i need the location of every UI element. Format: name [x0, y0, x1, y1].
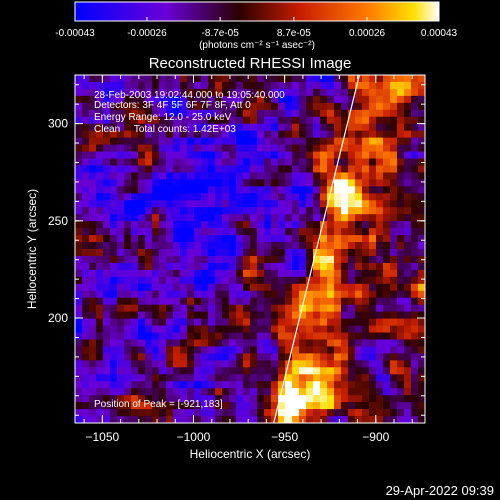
colorbar-unit-label: (photons cm⁻² s⁻¹ asec⁻²) — [199, 40, 315, 51]
y-tick-label: 300 — [48, 117, 68, 131]
colorbar-tick-label: 8.7e-05 — [277, 28, 311, 39]
y-axis-label: Heliocentric Y (arcsec) — [25, 189, 39, 309]
info-line-energy: Energy Range: 12.0 - 25.0 keV — [94, 112, 232, 123]
x-tick-label: −1050 — [85, 430, 119, 444]
colorbar: -0.00043 -0.00026 -8.7e-05 8.7e-05 0.00026 0.… — [55, 1, 458, 51]
solar-limb-line — [273, 75, 360, 423]
x-tick-label: −900 — [362, 430, 389, 444]
footer-timestamp: 29-Apr-2022 09:39 — [386, 483, 494, 498]
plot-title: Reconstructed RHESSI Image — [149, 55, 352, 72]
y-axis: 200 250 300 — [48, 84, 425, 416]
info-line-time: 28-Feb-2003 19:02:44.000 to 19:05:40.000 — [94, 90, 285, 101]
image-pixels — [75, 75, 425, 423]
colorbar-tick-label: -0.00026 — [127, 28, 167, 39]
plot-frame — [74, 74, 426, 424]
colorbar-ticks: -0.00043 -0.00026 -8.7e-05 8.7e-05 0.00026 0.… — [55, 17, 458, 39]
colorbar-tick-label: 0.00043 — [421, 28, 458, 39]
peak-position-label: Position of Peak = [-921,183] — [94, 399, 223, 410]
colorbar-tick-label: -0.00043 — [55, 28, 95, 39]
y-tick-label: 200 — [48, 311, 68, 325]
solar-image — [75, 75, 425, 423]
info-line-clean: Clean Total counts: 1.42E+03 — [94, 124, 236, 135]
info-line-detectors: Detectors: 3F 4F 5F 6F 7F 8F, Att 0 — [94, 100, 251, 111]
info-box: 28-Feb-2003 19:02:44.000 to 19:05:40.000… — [94, 90, 285, 135]
y-tick-label: 250 — [48, 214, 68, 228]
colorbar-gradient — [74, 1, 440, 22]
x-tick-label: −950 — [271, 430, 298, 444]
x-axis: −1050 −1000 −950 −900 — [83, 75, 413, 444]
colorbar-tick-label: 0.00026 — [349, 28, 386, 39]
colorbar-tick-label: -8.7e-05 — [202, 28, 240, 39]
x-axis-label: Heliocentric X (arcsec) — [190, 447, 311, 461]
x-tick-label: −1000 — [177, 430, 211, 444]
